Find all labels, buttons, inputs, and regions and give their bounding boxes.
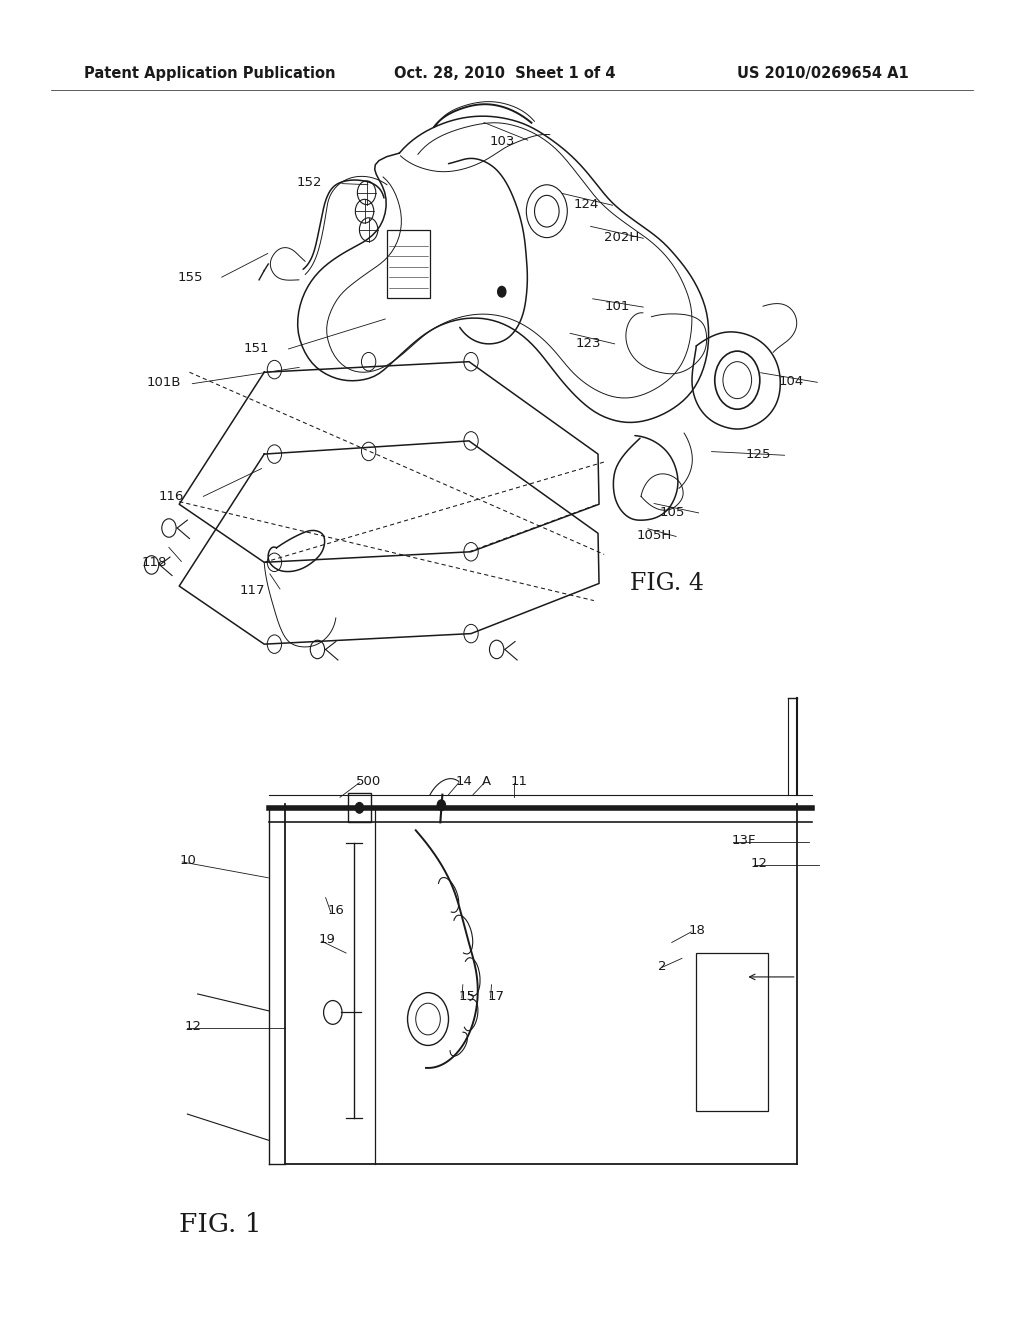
- Text: 123: 123: [575, 337, 601, 350]
- Text: 17: 17: [487, 990, 505, 1003]
- Text: US 2010/0269654 A1: US 2010/0269654 A1: [737, 66, 909, 82]
- Text: 151: 151: [244, 342, 269, 355]
- Text: 10: 10: [179, 854, 196, 867]
- Text: FIG. 4: FIG. 4: [630, 572, 703, 595]
- Circle shape: [498, 286, 506, 297]
- Text: A: A: [482, 775, 492, 788]
- Text: 105: 105: [659, 506, 685, 519]
- Text: 117: 117: [240, 583, 265, 597]
- Text: 155: 155: [177, 271, 203, 284]
- Circle shape: [355, 803, 364, 813]
- Text: 2: 2: [658, 960, 667, 973]
- Text: 104: 104: [778, 375, 804, 388]
- Text: 125: 125: [745, 447, 771, 461]
- Bar: [348, 793, 371, 822]
- Text: 124: 124: [573, 198, 599, 211]
- Text: 152: 152: [297, 176, 323, 189]
- Text: FIG. 1: FIG. 1: [179, 1213, 262, 1237]
- Text: 18: 18: [688, 924, 705, 937]
- Text: 11: 11: [511, 775, 528, 788]
- Text: 101: 101: [604, 300, 630, 313]
- Text: 500: 500: [356, 775, 382, 788]
- Text: 13F: 13F: [731, 834, 756, 847]
- Text: 202H: 202H: [604, 231, 639, 244]
- Text: 116: 116: [159, 490, 184, 503]
- Text: Patent Application Publication: Patent Application Publication: [84, 66, 336, 82]
- Bar: [696, 953, 768, 1111]
- Text: Oct. 28, 2010  Sheet 1 of 4: Oct. 28, 2010 Sheet 1 of 4: [394, 66, 615, 82]
- Text: 105H: 105H: [637, 529, 672, 543]
- Text: 101B: 101B: [146, 376, 181, 389]
- Text: 15: 15: [459, 990, 476, 1003]
- Text: 16: 16: [328, 904, 344, 917]
- Circle shape: [437, 800, 445, 810]
- Text: 12: 12: [751, 857, 768, 870]
- Text: 103: 103: [489, 135, 515, 148]
- Text: 12: 12: [184, 1020, 202, 1034]
- Text: 14: 14: [456, 775, 472, 788]
- Text: 118: 118: [141, 556, 167, 569]
- Text: 19: 19: [318, 933, 335, 946]
